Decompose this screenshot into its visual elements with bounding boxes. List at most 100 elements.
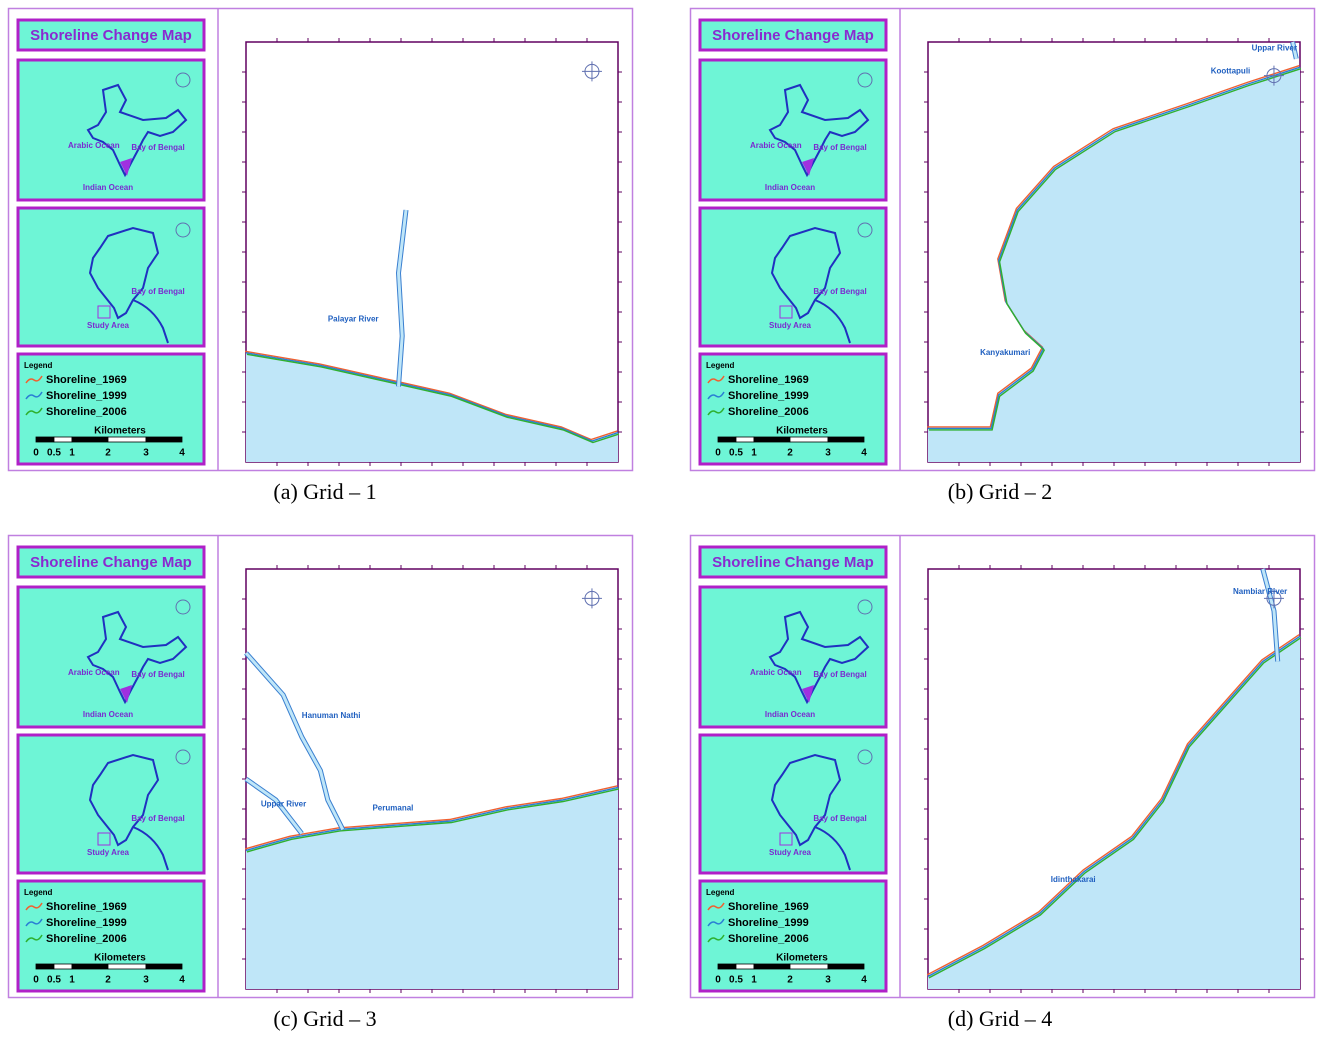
legend-label: Shoreline_2006: [728, 406, 809, 418]
map-panel: Shoreline Change Map Arabic Ocean Bay of B…: [691, 535, 1315, 998]
scale-tick-label: 3: [143, 448, 149, 459]
map-title: Shoreline Change Map: [712, 554, 874, 571]
scale-segment: [828, 964, 864, 969]
panel-caption: (a) Grid – 1: [273, 479, 376, 504]
scale-tick-label: 3: [825, 448, 831, 459]
map-title: Shoreline Change Map: [30, 554, 192, 571]
legend-label: Shoreline_1969: [46, 374, 127, 386]
panel-caption: (d) Grid – 4: [948, 1006, 1052, 1031]
legend-title: Legend: [24, 888, 53, 897]
scale-tick-label: 2: [787, 448, 793, 459]
legend-title: Legend: [24, 361, 53, 370]
place-label: Perumanal: [372, 804, 413, 813]
place-label: Nambiar River: [1233, 587, 1287, 596]
scale-segment: [36, 964, 54, 969]
legend-title: Legend: [706, 888, 735, 897]
scale-segment: [36, 437, 54, 442]
scale-title: Kilometers: [94, 426, 146, 437]
inset-label: Indian Ocean: [83, 183, 133, 192]
inset-label: Study Area: [87, 321, 129, 330]
scale-tick-label: 2: [105, 975, 111, 986]
map-panel: Shoreline Change Map Arabic Ocean Bay of B…: [9, 8, 633, 471]
scale-segment: [72, 964, 108, 969]
scale-title: Kilometers: [776, 426, 828, 437]
place-label: Koottapuli: [1211, 67, 1251, 76]
inset-label: Arabic Ocean: [68, 668, 120, 677]
legend-label: Shoreline_1999: [728, 390, 809, 402]
place-label: Uppar River: [1252, 43, 1297, 52]
scale-tick-label: 0: [715, 448, 721, 459]
inset-label: Study Area: [769, 848, 811, 857]
scale-segment: [736, 437, 754, 442]
scale-title: Kilometers: [94, 953, 146, 964]
scale-title: Kilometers: [776, 953, 828, 964]
legend-label: Shoreline_1969: [728, 901, 809, 913]
scale-segment: [72, 437, 108, 442]
legend-label: Shoreline_1999: [728, 917, 809, 929]
scale-tick-label: 1: [69, 448, 75, 459]
map-title: Shoreline Change Map: [30, 27, 192, 44]
scale-tick-label: 4: [861, 975, 867, 986]
scale-tick-label: 0: [33, 448, 39, 459]
scale-tick-label: 1: [751, 448, 757, 459]
inset-label: Bay of Bengal: [813, 670, 866, 679]
inset-label: Indian Ocean: [765, 183, 815, 192]
inset-label: Bay of Bengal: [813, 287, 866, 296]
legend-title: Legend: [706, 361, 735, 370]
scale-segment: [718, 437, 736, 442]
scale-tick-label: 4: [179, 448, 185, 459]
panel-caption: (b) Grid – 2: [948, 479, 1052, 504]
map-panel: Shoreline Change Map Arabic Ocean Bay of B…: [691, 8, 1315, 471]
inset-label: Bay of Bengal: [813, 143, 866, 152]
inset-label: Bay of Bengal: [813, 814, 866, 823]
scale-segment: [146, 437, 182, 442]
inset-label: Bay of Bengal: [131, 287, 184, 296]
scale-tick-label: 0.5: [729, 975, 743, 986]
legend-label: Shoreline_2006: [728, 933, 809, 945]
figure: Shoreline Change Map Arabic Ocean Bay of B…: [0, 0, 1317, 1032]
legend-label: Shoreline_1969: [46, 901, 127, 913]
map-title: Shoreline Change Map: [712, 27, 874, 44]
scale-tick-label: 4: [861, 448, 867, 459]
scale-tick-label: 1: [751, 975, 757, 986]
scale-tick-label: 0: [33, 975, 39, 986]
scale-tick-label: 2: [787, 975, 793, 986]
scale-segment: [54, 437, 72, 442]
inset-label: Arabic Ocean: [750, 668, 802, 677]
inset-label: Bay of Bengal: [131, 670, 184, 679]
inset-label: Arabic Ocean: [750, 141, 802, 150]
scale-tick-label: 3: [143, 975, 149, 986]
scale-segment: [790, 437, 828, 442]
inset-label: Arabic Ocean: [68, 141, 120, 150]
inset-label: Bay of Bengal: [131, 814, 184, 823]
scale-segment: [790, 964, 828, 969]
scale-tick-label: 0.5: [47, 448, 61, 459]
legend-label: Shoreline_1999: [46, 917, 127, 929]
map-panel: Shoreline Change Map Arabic Ocean Bay of B…: [9, 535, 633, 998]
inset-label: Indian Ocean: [83, 710, 133, 719]
place-label: Uppar River: [261, 799, 306, 808]
scale-segment: [736, 964, 754, 969]
legend-label: Shoreline_1999: [46, 390, 127, 402]
scale-segment: [754, 964, 790, 969]
inset-label: Study Area: [769, 321, 811, 330]
scale-tick-label: 0: [715, 975, 721, 986]
inset-label: Bay of Bengal: [131, 143, 184, 152]
legend-label: Shoreline_1969: [728, 374, 809, 386]
scale-tick-label: 1: [69, 975, 75, 986]
scale-segment: [754, 437, 790, 442]
panel-caption: (c) Grid – 3: [273, 1006, 376, 1031]
scale-tick-label: 2: [105, 448, 111, 459]
scale-segment: [108, 964, 146, 969]
scale-tick-label: 0.5: [729, 448, 743, 459]
scale-segment: [718, 964, 736, 969]
place-label: Idinthakarai: [1051, 875, 1096, 884]
legend-label: Shoreline_2006: [46, 406, 127, 418]
inset-label: Indian Ocean: [765, 710, 815, 719]
scale-segment: [828, 437, 864, 442]
legend-label: Shoreline_2006: [46, 933, 127, 945]
scale-tick-label: 0.5: [47, 975, 61, 986]
scale-tick-label: 3: [825, 975, 831, 986]
scale-tick-label: 4: [179, 975, 185, 986]
scale-segment: [146, 964, 182, 969]
